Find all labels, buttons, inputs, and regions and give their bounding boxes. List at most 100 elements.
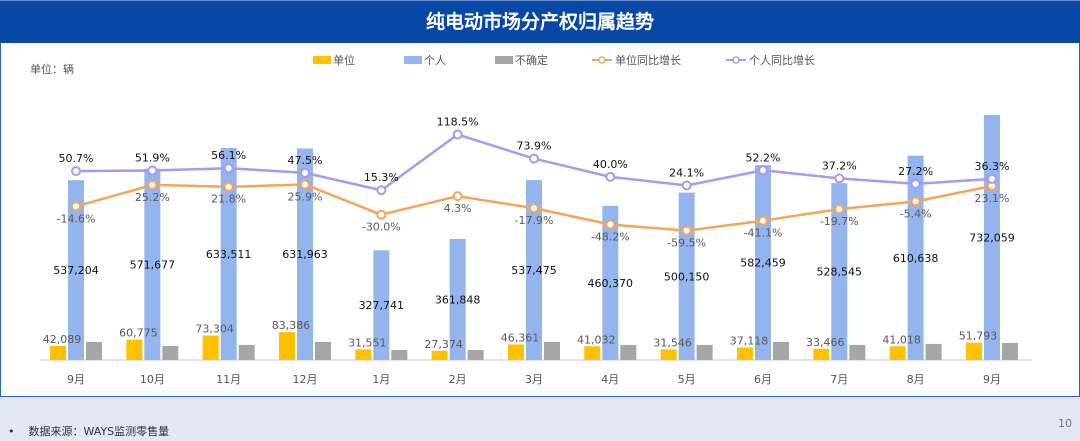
point-unit-yoy [147,179,158,190]
data-label-unit-yoy: 23.1% [974,192,1009,205]
legend-swatch [495,56,513,64]
bar-personal [678,192,695,360]
data-label-personal-yoy: 56.1% [211,149,246,162]
data-label-personal: 631,963 [282,248,328,261]
bar-unit [813,348,830,360]
data-label-unit-yoy: -59.5% [667,237,706,250]
point-unit-yoy [452,191,463,202]
point-personal-yoy [910,178,921,189]
x-tick-label: 9月 [983,373,1001,386]
data-label-unit-yoy: -5.4% [900,207,932,220]
data-label-unit-yoy: -14.6% [57,212,96,225]
data-label-personal-yoy: 15.3% [364,171,399,184]
bar-uncertain [696,344,713,360]
bar-personal [907,155,924,360]
legend-label: 不确定 [515,53,548,67]
data-label-unit-yoy: 4.3% [444,202,472,215]
bar-uncertain [925,343,942,360]
point-personal-yoy [681,180,692,191]
bar-uncertain [162,345,179,360]
x-tick-label: 5月 [678,373,696,386]
point-personal-yoy [299,167,310,178]
data-label-unit: 42,089 [43,333,82,346]
point-personal-yoy [605,171,616,182]
point-unit-yoy [681,225,692,236]
bar-uncertain [391,349,408,360]
bar-uncertain [1001,342,1018,360]
page-number: 10 [1058,417,1072,430]
bar-unit [126,339,143,360]
bar-uncertain [772,341,789,360]
legend-marker [598,56,606,64]
x-tick-label: 3月 [525,373,543,386]
bar-unit [50,345,66,360]
data-label-personal: 537,475 [511,264,557,277]
data-label-unit: 41,018 [882,333,921,346]
data-label-personal: 327,741 [359,299,405,312]
x-tick-label: 12月 [292,373,317,386]
data-label-personal-yoy: 51.9% [135,151,170,164]
bar-unit [584,346,601,360]
data-label-unit-yoy: -30.0% [362,221,401,234]
bar-uncertain [849,344,866,360]
data-label-personal: 582,459 [740,257,786,270]
bar-unit [278,332,295,360]
bar-uncertain [86,341,102,360]
legend-swatch [404,56,422,64]
data-label-personal: 633,511 [206,248,252,261]
point-unit-yoy [910,196,921,207]
x-tick-label: 11月 [216,373,241,386]
bar-personal [373,250,390,360]
point-personal-yoy [376,185,387,196]
data-label-unit-yoy: -19.7% [820,215,859,228]
point-unit-yoy [376,209,387,220]
point-unit-yoy [528,203,539,214]
data-label-unit: 60,775 [119,327,158,340]
data-label-unit-yoy: -48.2% [591,231,630,244]
data-label-unit: 51,793 [959,330,998,343]
legend-swatch [313,56,331,64]
legend-marker [732,56,740,64]
point-personal-yoy [147,165,158,176]
bar-uncertain [238,344,255,360]
bar-unit [660,349,677,360]
point-personal-yoy [757,165,768,176]
legend-label: 单位同比增长 [615,53,681,67]
data-label-unit: 31,551 [348,336,387,349]
bar-unit [736,347,753,360]
legend-label: 个人 [424,54,446,67]
x-tick-label: 10月 [140,373,165,386]
bar-personal [296,148,313,360]
point-personal-yoy [528,153,539,164]
data-label-unit-yoy: -17.9% [515,214,554,227]
bar-unit [889,346,906,360]
bar-personal [831,183,848,360]
legend-label: 单位 [333,53,355,67]
x-tick-label: 6月 [754,373,772,386]
data-label-unit: 83,386 [272,319,311,332]
bar-personal [68,180,84,360]
data-label-personal-yoy: 36.3% [974,160,1009,173]
point-unit-yoy [223,181,234,192]
data-label-personal-yoy: 24.1% [669,166,704,179]
bar-unit [431,350,448,360]
data-label-unit: 73,304 [195,322,234,335]
point-personal-yoy [71,166,81,177]
data-label-personal-yoy: 50.7% [59,152,94,165]
source-note: • 数据来源：WAYS监测零售量 [8,423,169,439]
unit-label: 单位：辆 [30,63,74,76]
bar-personal [602,205,619,360]
data-label-unit: 46,361 [501,331,540,344]
x-tick-label: 8月 [907,373,925,386]
data-label-unit-yoy: 25.2% [135,191,170,204]
data-label-unit-yoy: -41.1% [744,227,783,240]
point-personal-yoy [986,173,997,184]
data-label-personal: 500,150 [664,270,710,283]
data-label-personal: 571,677 [130,258,176,271]
bar-uncertain [467,349,484,360]
point-unit-yoy [757,215,768,226]
data-label-unit: 31,546 [653,336,692,349]
bar-unit [202,335,219,360]
bar-uncertain [620,344,637,360]
x-tick-label: 1月 [372,373,390,386]
